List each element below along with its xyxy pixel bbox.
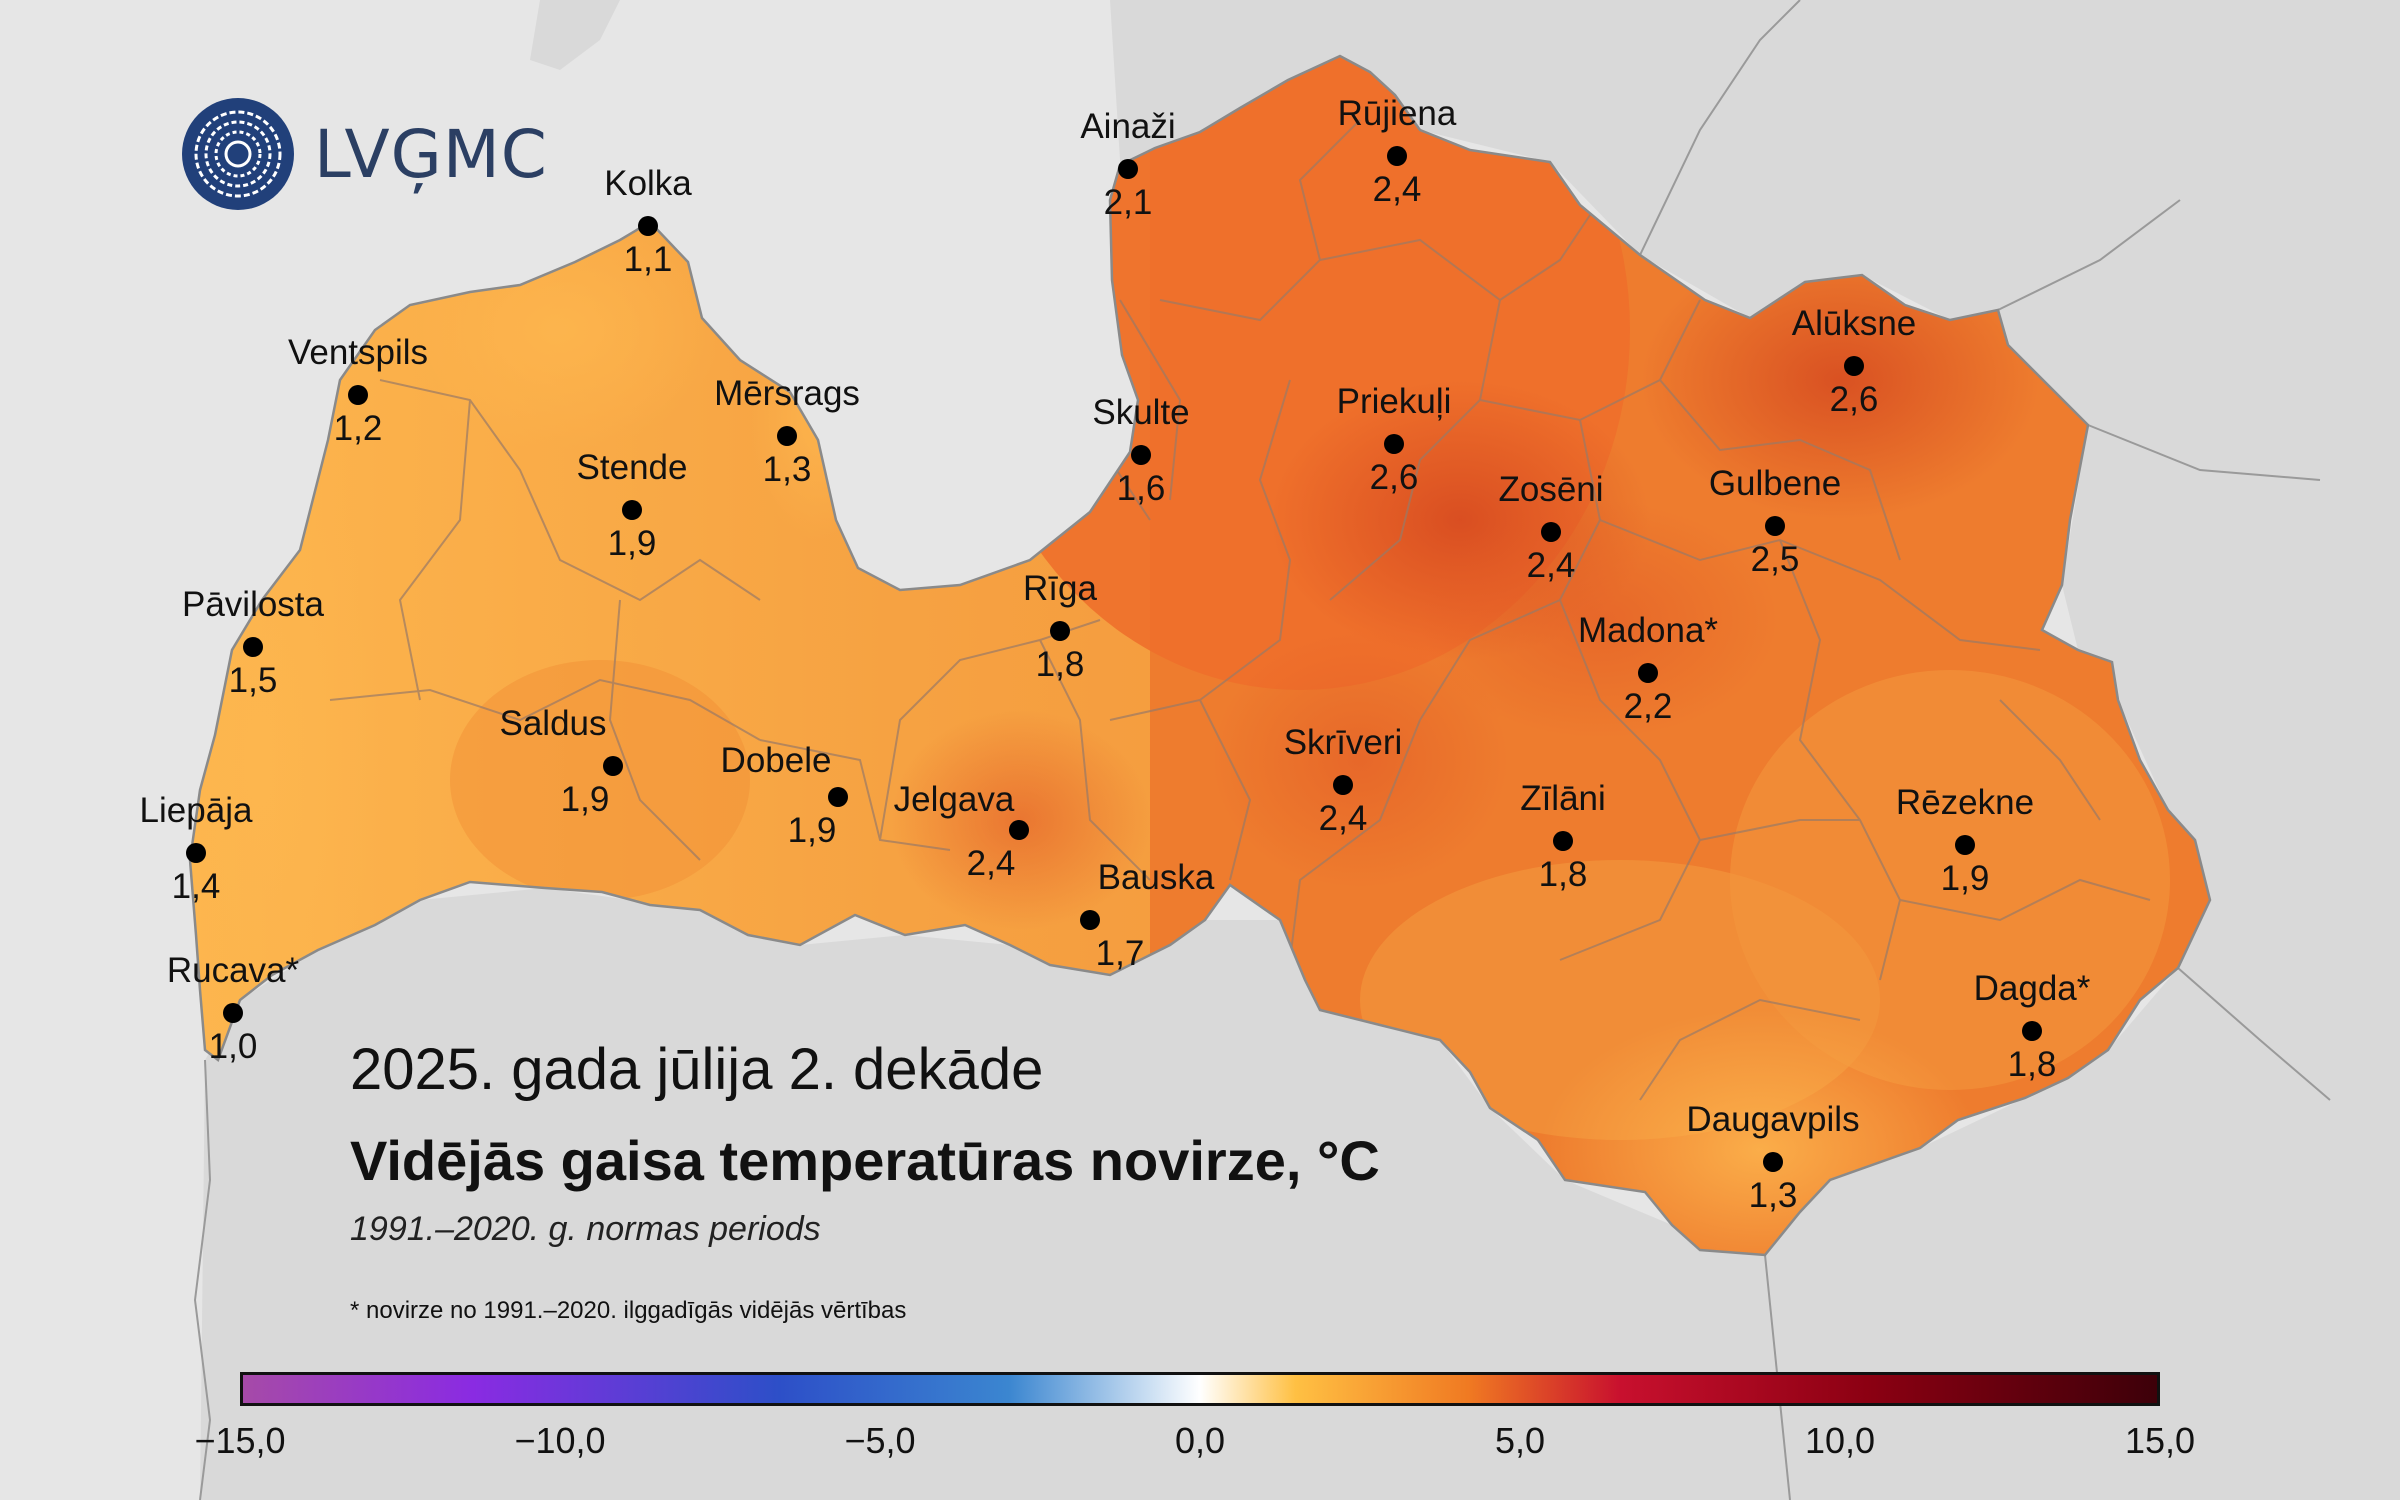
station-marker bbox=[622, 500, 642, 520]
station-value: 2,1 bbox=[1103, 183, 1153, 222]
station-marker bbox=[1638, 663, 1658, 683]
station-value: 2,4 bbox=[1318, 799, 1368, 838]
station-value: 1,3 bbox=[1748, 1176, 1798, 1215]
station-value: 1,3 bbox=[762, 450, 812, 489]
lvgmc-logo: LVĢMC bbox=[180, 96, 548, 212]
station-marker bbox=[1384, 434, 1404, 454]
station-marker bbox=[186, 843, 206, 863]
neighbour-land-east bbox=[1120, 0, 2400, 1500]
station-name: Zīlāni bbox=[1520, 779, 1606, 818]
colorbar bbox=[240, 1372, 2160, 1406]
station-value: 1,9 bbox=[1940, 859, 1990, 898]
saaremaa-island bbox=[530, 0, 620, 70]
station-marker bbox=[1763, 1152, 1783, 1172]
station-value: 2,4 bbox=[966, 844, 1016, 883]
map-subtitle: 1991.–2020. g. normas periods bbox=[350, 1210, 821, 1248]
station-value: 1,9 bbox=[607, 524, 657, 563]
station-name: Dagda* bbox=[1973, 969, 2091, 1008]
station-marker bbox=[2022, 1021, 2042, 1041]
station-marker bbox=[1118, 159, 1138, 179]
station-value: 2,6 bbox=[1829, 380, 1879, 419]
station-value: 1,9 bbox=[560, 780, 610, 819]
station-value: 1,8 bbox=[2007, 1045, 2057, 1084]
station-value: 1,8 bbox=[1538, 855, 1588, 894]
station-marker bbox=[1333, 775, 1353, 795]
station-marker bbox=[603, 756, 623, 776]
station-value: 1,2 bbox=[333, 409, 383, 448]
station-name: Skulte bbox=[1092, 393, 1190, 432]
station-name: Rūjiena bbox=[1337, 94, 1457, 133]
station-marker bbox=[1553, 831, 1573, 851]
station-marker bbox=[1387, 146, 1407, 166]
station-marker bbox=[1844, 356, 1864, 376]
map-footnote: * novirze no 1991.–2020. ilggadīgās vidē… bbox=[350, 1297, 907, 1324]
station-marker bbox=[638, 216, 658, 236]
station-name: Dobele bbox=[720, 741, 832, 780]
station-name: Zosēni bbox=[1498, 470, 1604, 509]
colorbar-tick: 5,0 bbox=[1494, 1420, 1546, 1461]
station-name: Ventspils bbox=[287, 333, 429, 372]
station-value: 1,0 bbox=[208, 1027, 258, 1066]
station-value: 2,6 bbox=[1369, 458, 1419, 497]
colorbar-tick: 15,0 bbox=[2124, 1420, 2196, 1461]
station-marker bbox=[828, 787, 848, 807]
station-name: Daugavpils bbox=[1686, 1100, 1860, 1139]
station-name: Bauska bbox=[1097, 858, 1215, 897]
station-value: 2,4 bbox=[1526, 546, 1576, 585]
station-marker bbox=[1050, 621, 1070, 641]
station-name: Skrīveri bbox=[1283, 723, 1403, 762]
station-name: Rucava* bbox=[166, 951, 300, 990]
map-main-title: Vidējās gaisa temperatūras novirze, °C bbox=[350, 1129, 1380, 1192]
station-name: Saldus bbox=[499, 704, 607, 743]
station-value: 1,9 bbox=[787, 811, 837, 850]
station-marker bbox=[243, 637, 263, 657]
station-name: Kolka bbox=[604, 164, 692, 203]
station-value: 2,4 bbox=[1372, 170, 1422, 209]
station-marker bbox=[1541, 522, 1561, 542]
station-name: Priekuļi bbox=[1336, 382, 1452, 421]
estonia-coast bbox=[1110, 0, 1170, 160]
station-value: 2,5 bbox=[1750, 540, 1800, 579]
logo-text: LVĢMC bbox=[314, 115, 548, 193]
station-name: Mērsrags bbox=[714, 374, 860, 413]
station-name: Pāvilosta bbox=[181, 585, 325, 624]
municipal-borders bbox=[329, 119, 2151, 1101]
station-name: Rīga bbox=[1023, 569, 1097, 608]
colorbar-tick: −15,0 bbox=[194, 1420, 286, 1461]
station-value: 1,7 bbox=[1095, 934, 1145, 973]
station-name: Jelgava bbox=[893, 780, 1015, 819]
colorbar-tick: 0,0 bbox=[1174, 1420, 1226, 1461]
station-name: Liepāja bbox=[139, 791, 253, 830]
station-marker bbox=[1009, 820, 1029, 840]
station-name: Alūksne bbox=[1791, 304, 1917, 343]
station-value: 1,5 bbox=[228, 661, 278, 700]
station-marker bbox=[1765, 516, 1785, 536]
logo-emblem-icon bbox=[182, 98, 294, 210]
station-name: Gulbene bbox=[1708, 464, 1842, 503]
station-name: Stende bbox=[576, 448, 688, 487]
station-marker bbox=[1131, 445, 1151, 465]
colorbar-tick: −5,0 bbox=[844, 1420, 916, 1461]
station-marker bbox=[223, 1003, 243, 1023]
station-name: Rēzekne bbox=[1895, 783, 2035, 822]
station-name: Ainaži bbox=[1080, 107, 1176, 146]
station-marker bbox=[1080, 910, 1100, 930]
station-marker bbox=[348, 385, 368, 405]
station-value: 1,1 bbox=[623, 240, 673, 279]
station-marker bbox=[777, 426, 797, 446]
neighbour-land-south bbox=[200, 888, 1790, 1500]
colorbar-tick: 10,0 bbox=[1804, 1420, 1876, 1461]
station-name: Madona* bbox=[1577, 611, 1719, 650]
colorbar-tick: −10,0 bbox=[514, 1420, 606, 1461]
station-marker bbox=[1955, 835, 1975, 855]
station-value: 2,2 bbox=[1623, 687, 1673, 726]
map-period-title: 2025. gada jūlija 2. dekāde bbox=[350, 1037, 1044, 1102]
station-value: 1,4 bbox=[171, 867, 221, 906]
station-value: 1,8 bbox=[1035, 645, 1085, 684]
station-value: 1,6 bbox=[1116, 469, 1166, 508]
